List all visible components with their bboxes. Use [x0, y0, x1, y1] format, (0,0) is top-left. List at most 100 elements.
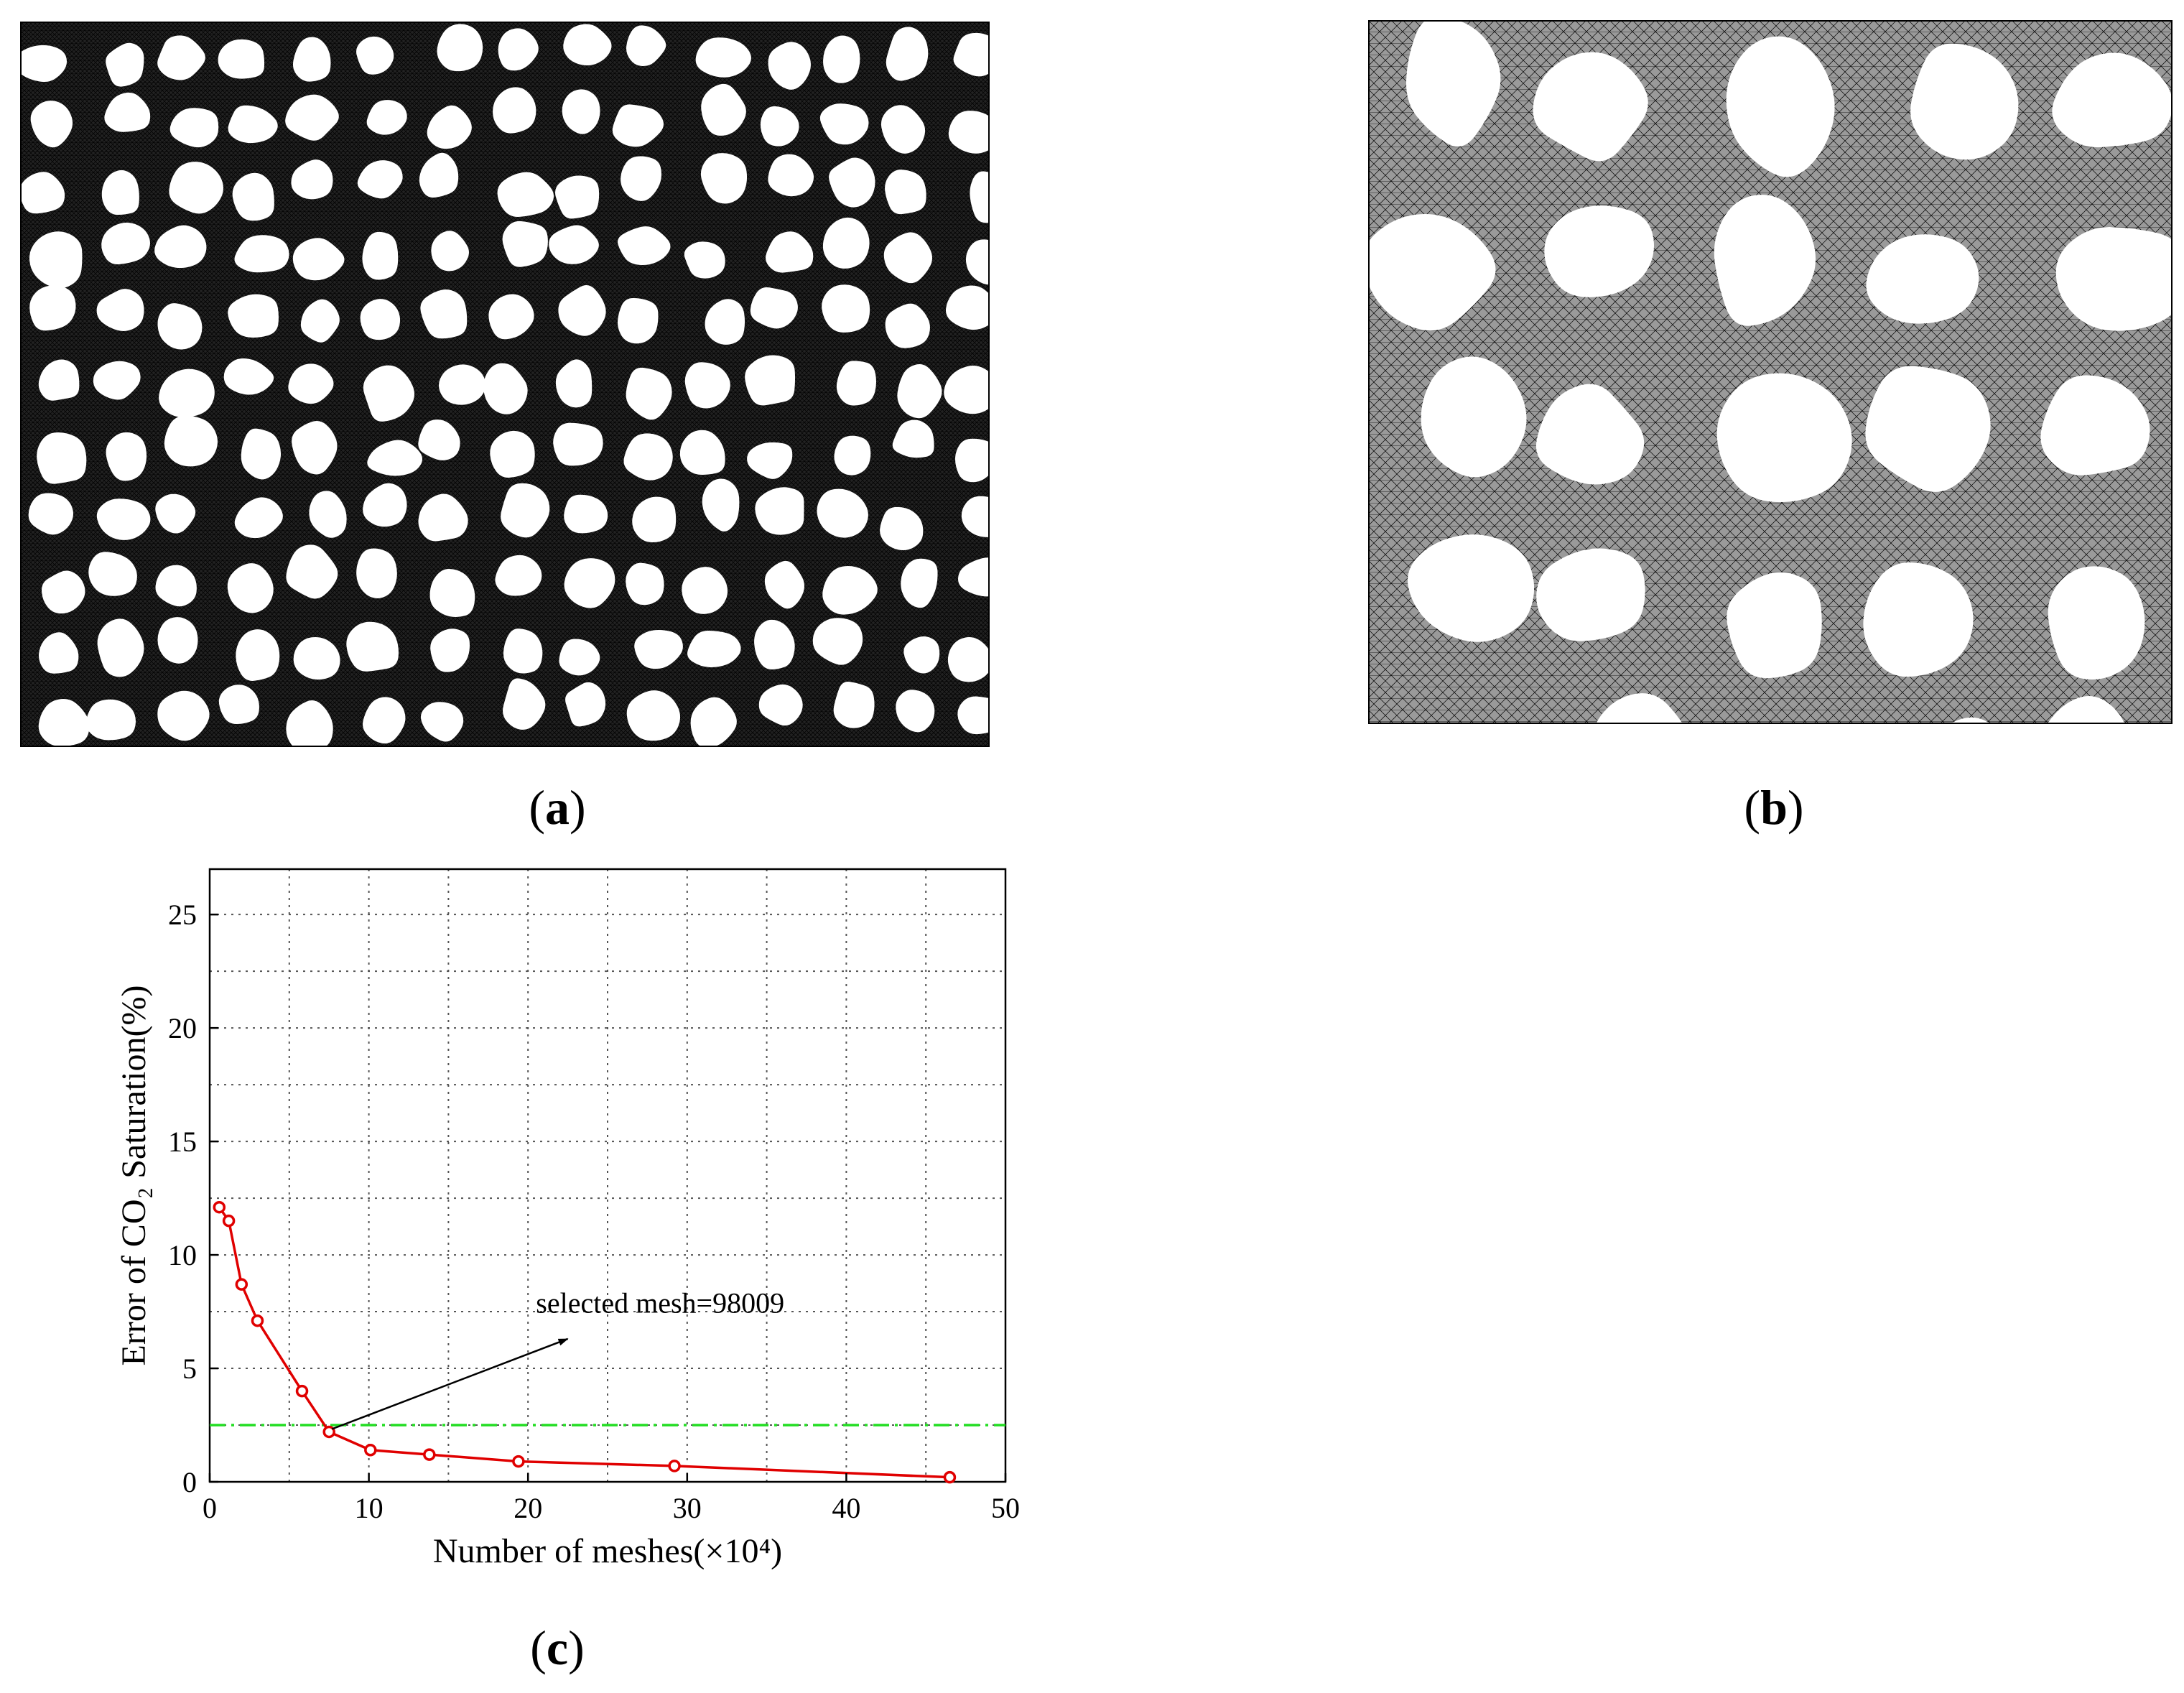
grain [747, 442, 793, 479]
annotation-arrow [331, 1337, 569, 1430]
grain [29, 285, 76, 331]
grain [1866, 234, 1979, 324]
grain [2052, 52, 2173, 148]
grain [169, 162, 224, 214]
grain [954, 438, 996, 483]
grain [886, 27, 929, 81]
grain [897, 364, 942, 419]
panel-label-a: (a) [529, 780, 586, 835]
grain [356, 36, 394, 75]
grain [823, 35, 860, 83]
grain [1407, 534, 1535, 642]
data-point [295, 1384, 309, 1398]
grain [1536, 548, 1645, 641]
grain [555, 359, 593, 408]
data-point [235, 1278, 248, 1291]
grain [705, 299, 745, 345]
grain [564, 558, 615, 608]
grain [106, 432, 147, 481]
grain [903, 636, 940, 674]
grain [948, 111, 998, 154]
grain [618, 226, 671, 265]
mesh-convergence-chart: 0 10 20 30 40 50 0 5 10 15 20 25 selected mesh=9800… [108, 855, 1041, 1602]
grain [360, 299, 401, 340]
x-tick-label: 40 [832, 1492, 860, 1524]
grain [760, 106, 799, 147]
grain [503, 678, 546, 730]
grain [19, 172, 65, 214]
grain [684, 241, 725, 279]
grain [880, 506, 924, 551]
grain [503, 629, 543, 674]
grain [497, 172, 554, 217]
grain [356, 548, 397, 599]
x-tick-label: 20 [514, 1492, 542, 1524]
x-tick-label: 30 [673, 1492, 702, 1524]
grain [695, 37, 751, 78]
grain [234, 497, 283, 539]
grain [834, 435, 871, 476]
grain [357, 160, 403, 199]
grain [679, 430, 725, 475]
grain [901, 558, 938, 608]
grain [291, 159, 333, 200]
grain [38, 698, 90, 746]
grain [565, 682, 606, 727]
grain [241, 428, 282, 480]
grain [101, 222, 150, 265]
grain [1362, 213, 1496, 331]
grain [292, 238, 345, 281]
data-point [213, 1200, 226, 1214]
grain [833, 681, 875, 728]
grain [880, 105, 926, 154]
y-tick-label: 25 [168, 899, 197, 931]
data-point [251, 1314, 264, 1327]
grain [750, 287, 798, 329]
grain [896, 690, 935, 733]
grain [817, 488, 868, 538]
x-tick-label: 50 [991, 1492, 1020, 1524]
grain [418, 493, 468, 542]
data-point [943, 1470, 957, 1484]
grain [483, 363, 528, 414]
grain [85, 699, 136, 741]
grain [701, 83, 746, 136]
grain [690, 697, 737, 748]
grain [438, 364, 486, 405]
tick-layer: 0 10 20 30 40 50 0 5 10 15 20 25 [168, 899, 1020, 1524]
grain [684, 362, 730, 409]
data-point [512, 1455, 525, 1468]
annotation-label: selected mesh=98009 [536, 1287, 784, 1319]
grain [634, 629, 683, 669]
grain [232, 172, 274, 221]
grain [218, 685, 259, 725]
grain [288, 363, 334, 404]
grain [623, 433, 673, 481]
grain [155, 493, 196, 534]
grain [563, 24, 612, 66]
grain [498, 28, 539, 71]
grain [223, 358, 274, 395]
grain [621, 156, 661, 201]
grain [822, 565, 878, 615]
grain [702, 478, 740, 532]
grain [1535, 384, 1645, 485]
grain [96, 498, 151, 540]
grain [430, 629, 470, 672]
grain [754, 619, 795, 669]
grain [1714, 195, 1816, 326]
grain [309, 491, 347, 538]
grain [346, 621, 399, 672]
grain [2048, 566, 2145, 680]
grain [285, 94, 339, 141]
grain [169, 108, 219, 148]
grain [157, 35, 205, 80]
grain [88, 552, 137, 596]
grain [755, 487, 804, 535]
grain [292, 420, 338, 475]
grain [1544, 205, 1655, 297]
grain [37, 432, 87, 484]
data-point [364, 1444, 377, 1457]
grain [822, 284, 870, 333]
grain [228, 105, 278, 144]
